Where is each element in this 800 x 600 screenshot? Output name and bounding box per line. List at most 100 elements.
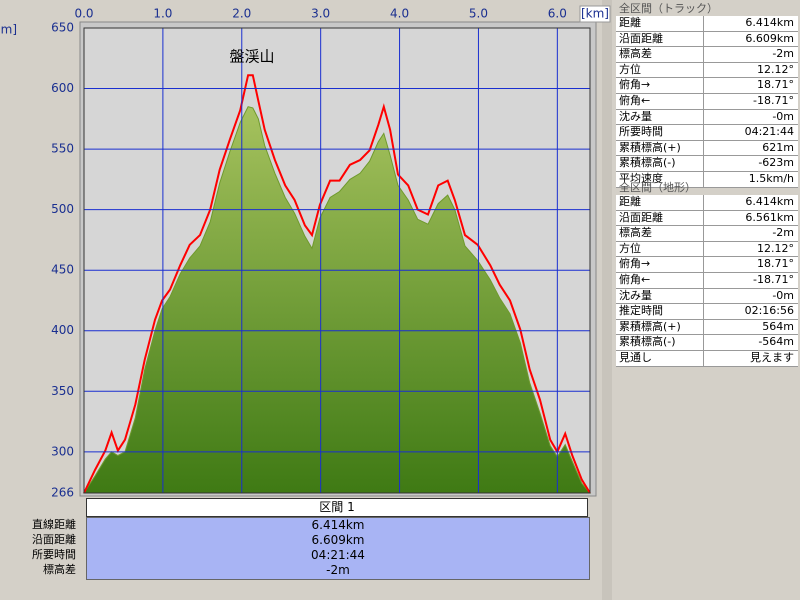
summary-value: 04:21:44: [744, 125, 794, 139]
splitter[interactable]: [602, 0, 612, 600]
terrain-area: [83, 106, 592, 494]
section-value: 6.414km: [311, 518, 365, 532]
summary-value: 564m: [762, 319, 794, 333]
section-label: 沿面距離: [32, 533, 76, 546]
summary-key: 累積標高(+): [616, 319, 704, 335]
y-axis-label: [m]: [0, 23, 17, 37]
summary-key: 俯角←: [616, 272, 704, 288]
summary-key: 平均速度: [616, 171, 704, 187]
summary-key: 標高差: [616, 226, 704, 241]
summary-key: 距離: [616, 195, 704, 210]
track-line: [83, 74, 591, 494]
summary-value: 18.71°: [757, 78, 794, 92]
summary-value: -0m: [772, 109, 794, 123]
summary-key: 沈み量: [616, 109, 704, 125]
summary-value: 6.561km: [745, 210, 794, 224]
summary-row: 標高差 -2m: [616, 47, 798, 63]
summary-key: 見通し: [616, 350, 704, 366]
y-tick-label: 400: [51, 323, 74, 337]
summary-row: 距離 6.414km: [616, 16, 798, 32]
summary-row: 沈み量 -0m: [616, 288, 798, 305]
summary-value: -564m: [758, 335, 794, 349]
summary-key: 俯角←: [616, 93, 704, 109]
summary-row: 見通し 見えます: [616, 350, 798, 367]
summary-row: 沿面距離 6.561km: [616, 210, 798, 227]
summary-row: 平均速度 1.5km/h: [616, 171, 798, 188]
x-tick-label: 3.0: [311, 7, 330, 21]
y-tick-label: 300: [51, 444, 74, 458]
x-tick-label: 2.0: [232, 7, 251, 21]
summary-key: 所要時間: [616, 125, 704, 140]
summary-row: 累積標高(+) 564m: [616, 319, 798, 336]
x-axis-label-box: [579, 5, 611, 23]
summary-key: 累積標高(-): [616, 335, 704, 350]
summary-value: -18.71°: [753, 272, 794, 286]
summary-value: -2m: [772, 226, 794, 240]
summary-row: 所要時間 04:21:44: [616, 125, 798, 141]
summary-row: 方位 12.12°: [616, 62, 798, 79]
summary-row: 累積標高(+) 621m: [616, 140, 798, 157]
x-tick-label: 5.0: [469, 7, 488, 21]
summary-row: 俯角→ 18.71°: [616, 78, 798, 94]
summary-value: 6.609km: [745, 31, 794, 45]
summary-row: 俯角→ 18.71°: [616, 257, 798, 273]
summary-value: 02:16:56: [744, 304, 794, 318]
summary-value: 12.12°: [757, 241, 794, 255]
summary-row: 距離 6.414km: [616, 195, 798, 211]
summary-key: 推定時間: [616, 304, 704, 319]
summary-value: 12.12°: [757, 62, 794, 76]
panel-title: 全区間（トラック）: [619, 2, 718, 15]
section-title: 区間 1: [86, 498, 588, 517]
section-value: -2m: [326, 563, 350, 577]
section-label: 直線距離: [32, 518, 76, 531]
summary-key: 沿面距離: [616, 31, 704, 47]
summary-value: 6.414km: [745, 16, 794, 29]
summary-row: 俯角← -18.71°: [616, 93, 798, 110]
summary-key: 俯角→: [616, 78, 704, 93]
summary-value: 見えます: [750, 350, 794, 364]
x-tick-label: 6.0: [548, 7, 567, 21]
summary-key: 距離: [616, 16, 704, 31]
summary-row: 標高差 -2m: [616, 226, 798, 242]
y-tick-label: 550: [51, 142, 74, 156]
summary-key: 方位: [616, 62, 704, 78]
x-axis-label: [km]: [581, 7, 609, 21]
section-labels: 直線距離沿面距離所要時間標高差: [0, 517, 76, 577]
summary-row: 俯角← -18.71°: [616, 272, 798, 289]
summary-row: 累積標高(-) -564m: [616, 335, 798, 351]
summary-key: 標高差: [616, 47, 704, 62]
summary-row: 推定時間 02:16:56: [616, 304, 798, 320]
y-tick-label: 450: [51, 263, 74, 277]
summary-key: 俯角→: [616, 257, 704, 272]
summary-value: -18.71°: [753, 93, 794, 107]
summary-value: 1.5km/h: [748, 171, 794, 185]
section-values: 6.414km 6.609km 04:21:44 -2m: [86, 517, 590, 580]
summary-value: -0m: [772, 288, 794, 302]
summary-key: 累積標高(+): [616, 140, 704, 156]
y-tick-label: 266: [51, 486, 74, 500]
summary-row: 沈み量 -0m: [616, 109, 798, 126]
summary-row: 累積標高(-) -623m: [616, 156, 798, 172]
y-tick-label: 600: [51, 81, 74, 95]
section-label: 所要時間: [32, 548, 76, 561]
x-tick-label: 1.0: [153, 7, 172, 21]
track-summary: 全区間（トラック） 距離 6.414km 沿面距離 6.609km 標高差 -2m 方位 12.…: [616, 1, 798, 188]
summary-value: -623m: [758, 156, 794, 170]
summary-key: 累積標高(-): [616, 156, 704, 171]
summary-value: 18.71°: [757, 257, 794, 271]
plot-border: [83, 27, 591, 494]
x-tick-label: 0.0: [74, 7, 93, 21]
section-value: 04:21:44: [311, 548, 365, 562]
summary-value: -2m: [772, 47, 794, 61]
terrain-summary: 全区間（地形） 距離 6.414km 沿面距離 6.561km 標高差 -2m 方位 12.12…: [616, 180, 798, 367]
summary-value: 621m: [762, 140, 794, 154]
section-value: 6.609km: [311, 533, 365, 547]
summary-key: 沈み量: [616, 288, 704, 304]
annotation: 盤渓山: [229, 48, 274, 66]
panel-title: 全区間（地形）: [619, 181, 696, 194]
summary-key: 方位: [616, 241, 704, 257]
summary-row: 沿面距離 6.609km: [616, 31, 798, 48]
section-label: 標高差: [43, 563, 76, 576]
